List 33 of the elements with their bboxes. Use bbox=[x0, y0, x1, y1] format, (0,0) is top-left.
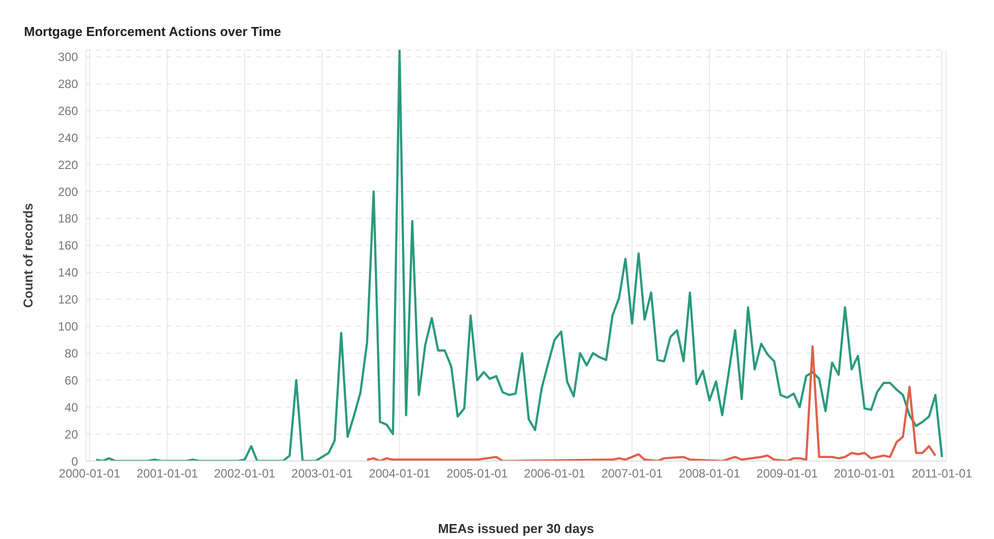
y-tick-label: 240 bbox=[58, 130, 78, 145]
line-series bbox=[95, 50, 944, 461]
x-tick-label: 2011-01-01 bbox=[912, 466, 973, 481]
y-tick-label: 140 bbox=[58, 266, 78, 280]
y-tick-label: 160 bbox=[58, 238, 78, 253]
y-tick-label: 20 bbox=[64, 427, 78, 442]
x-tick-label: 2004-01-01 bbox=[368, 466, 431, 481]
y-tick-label: 200 bbox=[58, 184, 78, 199]
x-tick-label: 2010-01-01 bbox=[834, 466, 896, 481]
y-tick-label: 180 bbox=[58, 212, 78, 226]
x-tick-label: 2003-01-01 bbox=[291, 466, 354, 481]
x-tick-label: 2009-01-01 bbox=[756, 466, 818, 481]
y-axis-title: Count of records bbox=[20, 203, 36, 308]
y-tick-label: 220 bbox=[58, 158, 78, 172]
y-tick-label: 260 bbox=[58, 104, 78, 118]
y-tick-label: 0 bbox=[71, 454, 78, 468]
y-tick-label: 80 bbox=[64, 346, 78, 360]
x-tick-label: 2000-01-01 bbox=[58, 466, 121, 481]
x-axis-title: MEAs issued per 30 days bbox=[438, 521, 594, 536]
y-tick-label: 300 bbox=[58, 50, 78, 64]
x-tick-label: 2002-01-01 bbox=[214, 466, 276, 481]
y-tick-label: 280 bbox=[58, 76, 78, 91]
y-tick-label: 120 bbox=[58, 292, 78, 307]
y-tick-label: 40 bbox=[64, 400, 78, 414]
chart-title: Mortgage Enforcement Actions over Time bbox=[23, 23, 282, 41]
x-tick-label: 2007-01-01 bbox=[601, 466, 664, 481]
y-tick-label: 100 bbox=[58, 320, 78, 334]
x-tick-label: 2006-01-01 bbox=[524, 466, 586, 481]
x-tick-label: 2008-01-01 bbox=[678, 466, 740, 481]
x-tick-label: 2001-01-01 bbox=[136, 466, 198, 481]
y-tick-label: 60 bbox=[64, 373, 78, 388]
x-tick-label: 2005-01-01 bbox=[446, 466, 508, 481]
line-series bbox=[366, 345, 936, 461]
